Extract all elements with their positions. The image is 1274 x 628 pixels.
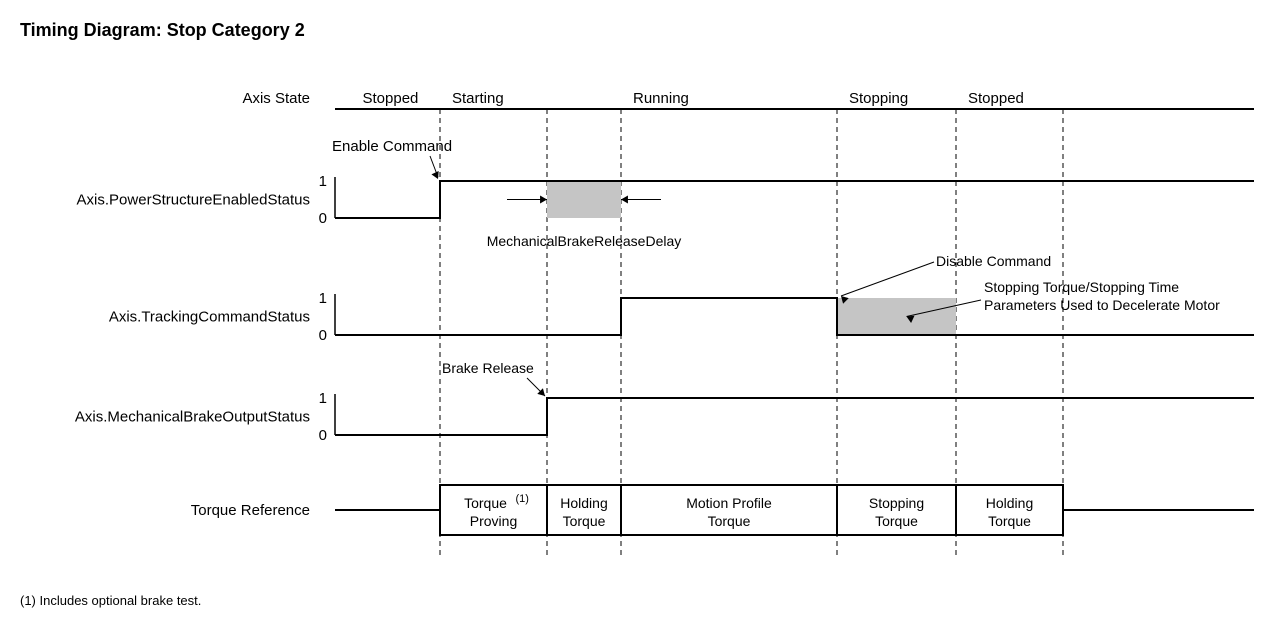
svg-text:Stopping: Stopping xyxy=(869,495,924,511)
footnote: (1) Includes optional brake test. xyxy=(20,593,1254,608)
stopping-note-2: Parameters Used to Decelerate Motor xyxy=(984,297,1220,313)
svg-text:Torque: Torque xyxy=(875,513,918,529)
state-label: Stopped xyxy=(968,90,1024,107)
power-waveform xyxy=(335,181,1254,218)
svg-text:Holding: Holding xyxy=(560,495,607,511)
svg-text:1: 1 xyxy=(319,390,327,407)
signal-label-power: Axis.PowerStructureEnabledStatus xyxy=(77,192,310,209)
state-label: Stopped xyxy=(363,90,419,107)
brake-waveform xyxy=(335,398,1254,435)
state-label: Starting xyxy=(452,90,504,107)
brake-release-label: Brake Release xyxy=(442,360,534,376)
svg-text:(1): (1) xyxy=(516,493,529,505)
signal-label-torque: Torque Reference xyxy=(191,502,310,519)
svg-text:0: 0 xyxy=(319,427,327,444)
timing-diagram: Axis State Stopped Starting Running Stopping… xyxy=(20,53,1254,583)
svg-text:0: 0 xyxy=(319,210,327,227)
svg-text:Torque: Torque xyxy=(988,513,1031,529)
signal-label-brake: Axis.MechanicalBrakeOutputStatus xyxy=(75,409,310,426)
disable-command-label: Disable Command xyxy=(936,253,1051,269)
svg-text:Torque: Torque xyxy=(563,513,606,529)
svg-text:Holding: Holding xyxy=(986,495,1033,511)
svg-text:Torque: Torque xyxy=(708,513,751,529)
svg-text:0: 0 xyxy=(319,327,327,344)
state-label: Running xyxy=(633,90,689,107)
enable-command-label: Enable Command xyxy=(332,138,452,155)
stopping-note-1: Stopping Torque/Stopping Time xyxy=(984,279,1179,295)
state-label: Stopping xyxy=(849,90,908,107)
svg-text:1: 1 xyxy=(319,290,327,307)
svg-text:Proving: Proving xyxy=(470,513,517,529)
stopping-region xyxy=(837,298,956,335)
signal-label-tracking: Axis.TrackingCommandStatus xyxy=(109,309,310,326)
brake-delay-region xyxy=(547,181,621,218)
diagram-title: Timing Diagram: Stop Category 2 xyxy=(20,20,1254,41)
svg-text:Motion Profile: Motion Profile xyxy=(686,495,772,511)
brake-delay-label: MechanicalBrakeReleaseDelay xyxy=(487,233,682,249)
axis-state-label: Axis State xyxy=(242,90,310,107)
svg-text:1: 1 xyxy=(319,173,327,190)
svg-text:Torque: Torque xyxy=(464,495,507,511)
